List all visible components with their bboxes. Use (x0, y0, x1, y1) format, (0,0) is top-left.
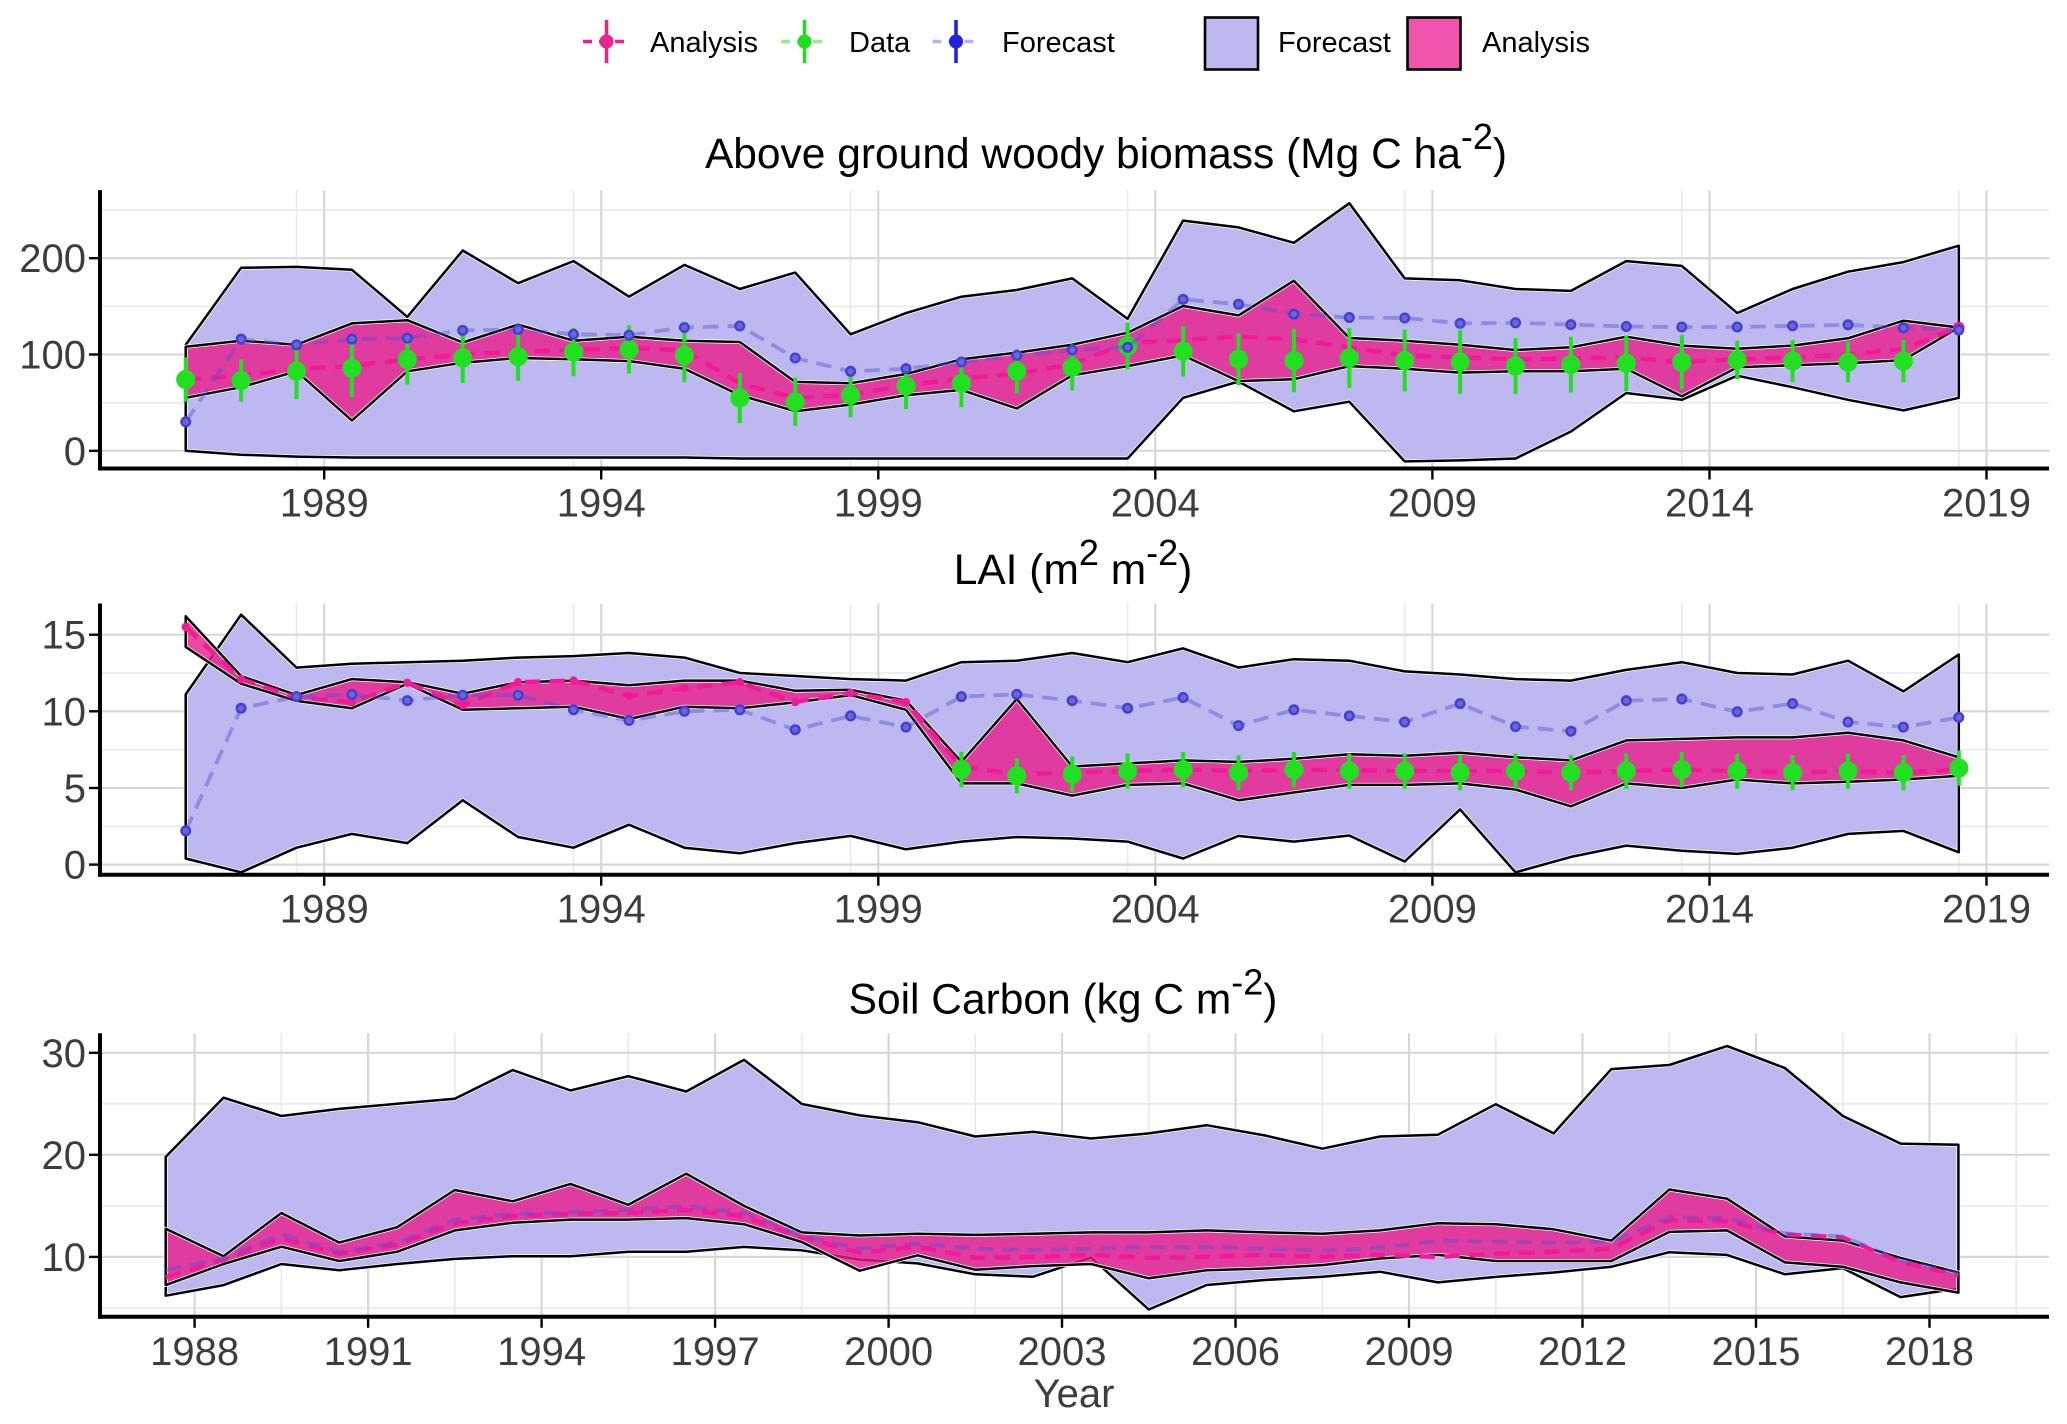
svg-text:1994: 1994 (557, 482, 646, 526)
svg-text:2012: 2012 (1538, 1330, 1627, 1374)
svg-text:100: 100 (19, 334, 86, 378)
svg-text:1989: 1989 (280, 888, 369, 932)
svg-text:2006: 2006 (1191, 1330, 1280, 1374)
svg-text:2009: 2009 (1388, 482, 1477, 526)
svg-text:1991: 1991 (324, 1330, 413, 1374)
svg-text:1999: 1999 (834, 482, 923, 526)
svg-text:20: 20 (42, 1134, 87, 1178)
svg-text:1988: 1988 (150, 1330, 239, 1374)
svg-text:30: 30 (42, 1032, 87, 1076)
svg-text:1994: 1994 (557, 888, 646, 932)
svg-text:1999: 1999 (834, 888, 923, 932)
svg-text:0: 0 (64, 844, 86, 888)
svg-text:Forecast: Forecast (1002, 27, 1115, 59)
svg-text:5: 5 (64, 767, 86, 811)
svg-text:Year: Year (1034, 1372, 1115, 1416)
svg-text:2009: 2009 (1388, 888, 1477, 932)
svg-text:2004: 2004 (1111, 482, 1200, 526)
svg-text:2003: 2003 (1018, 1330, 1107, 1374)
svg-text:10: 10 (42, 1236, 87, 1280)
svg-text:10: 10 (42, 690, 87, 734)
svg-text:2018: 2018 (1885, 1330, 1974, 1374)
svg-text:Above ground woody biomass (Mg: Above ground woody biomass (Mg C ha-2) (705, 116, 1507, 178)
svg-text:Analysis: Analysis (1482, 27, 1590, 59)
svg-text:Analysis: Analysis (650, 27, 758, 59)
svg-text:200: 200 (19, 237, 86, 281)
svg-text:Soil Carbon (kg C m-2): Soil Carbon (kg C m-2) (849, 962, 1278, 1024)
svg-text:2015: 2015 (1712, 1330, 1801, 1374)
svg-text:2000: 2000 (844, 1330, 933, 1374)
svg-text:2009: 2009 (1365, 1330, 1454, 1374)
svg-text:0: 0 (64, 430, 86, 474)
svg-text:2004: 2004 (1111, 888, 1200, 932)
svg-text:2014: 2014 (1665, 482, 1754, 526)
svg-text:2019: 2019 (1942, 888, 2031, 932)
svg-text:LAI (m2 m-2): LAI (m2 m-2) (954, 532, 1193, 594)
svg-text:1994: 1994 (497, 1330, 586, 1374)
svg-text:15: 15 (42, 614, 87, 658)
svg-text:1989: 1989 (280, 482, 369, 526)
svg-text:Data: Data (849, 27, 911, 59)
svg-text:2019: 2019 (1942, 482, 2031, 526)
svg-text:1997: 1997 (671, 1330, 760, 1374)
svg-text:2014: 2014 (1665, 888, 1754, 932)
svg-text:Forecast: Forecast (1278, 27, 1391, 59)
